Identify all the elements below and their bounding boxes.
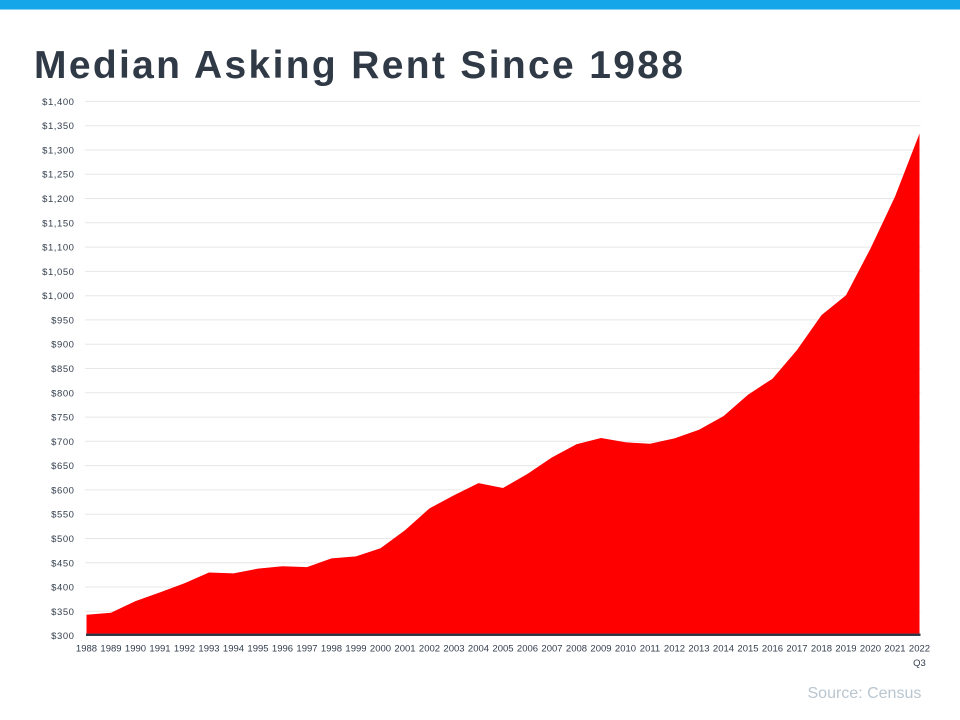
svg-text:2006: 2006 <box>517 644 538 655</box>
svg-text:$900: $900 <box>51 340 74 351</box>
svg-text:$1,350: $1,350 <box>42 121 74 132</box>
svg-text:1998: 1998 <box>321 644 342 655</box>
svg-text:2014: 2014 <box>713 644 734 655</box>
svg-text:1988: 1988 <box>76 644 97 655</box>
svg-text:$400: $400 <box>51 583 74 594</box>
svg-text:$450: $450 <box>51 558 74 569</box>
svg-text:2021: 2021 <box>884 644 905 655</box>
svg-text:2018: 2018 <box>811 644 832 655</box>
svg-text:$500: $500 <box>51 534 74 545</box>
svg-text:$950: $950 <box>51 315 74 326</box>
svg-text:$1,300: $1,300 <box>42 146 74 157</box>
svg-text:$1,100: $1,100 <box>42 243 74 254</box>
svg-text:1993: 1993 <box>198 644 219 655</box>
svg-text:$700: $700 <box>51 437 74 448</box>
svg-text:2022: 2022 <box>909 644 930 655</box>
svg-text:2009: 2009 <box>590 644 611 655</box>
svg-text:1990: 1990 <box>125 644 146 655</box>
svg-text:$1,200: $1,200 <box>42 194 74 205</box>
svg-text:$600: $600 <box>51 485 74 496</box>
svg-text:2015: 2015 <box>737 644 758 655</box>
svg-text:$1,000: $1,000 <box>42 291 74 302</box>
svg-text:$300: $300 <box>51 631 74 642</box>
svg-text:2019: 2019 <box>835 644 856 655</box>
svg-text:$550: $550 <box>51 510 74 521</box>
svg-text:2003: 2003 <box>443 644 464 655</box>
svg-text:$750: $750 <box>51 413 74 424</box>
svg-text:2001: 2001 <box>394 644 415 655</box>
svg-text:Median Asking Rent Since 1988: Median Asking Rent Since 1988 <box>34 44 685 87</box>
svg-text:2010: 2010 <box>615 644 636 655</box>
svg-text:2013: 2013 <box>688 644 709 655</box>
svg-text:1989: 1989 <box>100 644 121 655</box>
svg-text:2008: 2008 <box>566 644 587 655</box>
svg-text:$1,250: $1,250 <box>42 170 74 181</box>
svg-text:$800: $800 <box>51 388 74 399</box>
svg-text:1995: 1995 <box>247 644 268 655</box>
svg-text:2017: 2017 <box>786 644 807 655</box>
svg-text:2002: 2002 <box>419 644 440 655</box>
svg-text:1997: 1997 <box>296 644 317 655</box>
svg-text:$850: $850 <box>51 364 74 375</box>
svg-text:$1,150: $1,150 <box>42 218 74 229</box>
svg-text:2000: 2000 <box>370 644 391 655</box>
svg-text:Source: Census: Source: Census <box>808 685 922 702</box>
svg-text:Q3: Q3 <box>913 658 926 669</box>
svg-text:1992: 1992 <box>174 644 195 655</box>
svg-text:1991: 1991 <box>149 644 170 655</box>
svg-text:$350: $350 <box>51 607 74 618</box>
svg-text:2011: 2011 <box>640 644 660 655</box>
svg-text:1996: 1996 <box>272 644 293 655</box>
svg-text:2016: 2016 <box>762 644 783 655</box>
svg-text:$1,400: $1,400 <box>42 97 74 108</box>
svg-text:2020: 2020 <box>860 644 881 655</box>
svg-text:1999: 1999 <box>345 644 366 655</box>
svg-text:2005: 2005 <box>492 644 513 655</box>
svg-text:2004: 2004 <box>468 644 489 655</box>
svg-text:2007: 2007 <box>541 644 562 655</box>
svg-text:$1,050: $1,050 <box>42 267 74 278</box>
svg-text:2012: 2012 <box>664 644 685 655</box>
svg-text:$650: $650 <box>51 461 74 472</box>
svg-text:1994: 1994 <box>223 644 244 655</box>
